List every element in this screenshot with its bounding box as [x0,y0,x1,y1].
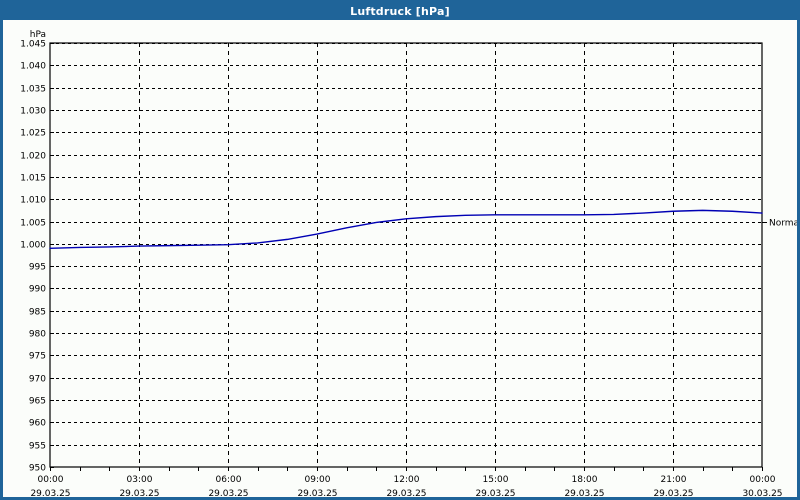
y-tick-label: 1.005 [20,219,46,229]
x-tick-date-label: 29.03.25 [653,489,693,497]
page-title: Luftdruck [hPa] [350,5,450,18]
y-tick-label: 1.030 [20,107,46,117]
chart-canvas: 1.045 1.040 1.035 1.030 1.025 1.020 1.015 1.010… [3,20,797,497]
plot-frame [49,42,763,468]
x-tick-time-label: 12:00 [394,475,420,485]
y-tick-label: 990 [29,285,46,295]
x-tick-date-label: 29.03.25 [119,489,159,497]
x-tick-time-label: 21:00 [661,475,687,485]
y-tick-label: 1.010 [20,196,46,206]
x-tick-date-label: 29.03.25 [564,489,604,497]
window-titlebar: Luftdruck [hPa] [3,3,797,20]
y-axis-unit-label: hPa [30,30,46,40]
y-tick-label: 970 [29,375,46,385]
y-tick-label: 985 [29,308,46,318]
x-tick-date-label: 29.03.25 [30,489,70,497]
x-tick-time-label: 03:00 [127,475,153,485]
y-tick-label: 955 [29,442,46,452]
y-tick-label: 1.035 [20,85,46,95]
pressure-line-chart: 1.045 1.040 1.035 1.030 1.025 1.020 1.015 1.010… [20,30,797,497]
y-tick-label: 1.015 [20,174,46,184]
x-axis-minor-ticks [50,467,763,471]
y-tick-label: 980 [29,330,46,340]
gridlines [50,43,762,468]
y-tick-label: 950 [29,464,46,474]
normal-label: Normal [769,219,797,229]
x-tick-date-label: 29.03.25 [297,489,337,497]
x-tick-time-label: 15:00 [483,475,509,485]
y-tick-label: 965 [29,397,46,407]
x-tick-time-label: 09:00 [305,475,331,485]
x-tick-date-label: 29.03.25 [208,489,248,497]
y-tick-label: 995 [29,263,46,273]
y-tick-label: 1.040 [20,62,46,72]
x-tick-date-label: 29.03.25 [475,489,515,497]
y-tick-label: 975 [29,352,46,362]
y-tick-label: 1.025 [20,129,46,139]
x-tick-time-label: 06:00 [216,475,242,485]
pressure-series-line [49,209,763,250]
x-tick-date-label: 29.03.25 [386,489,426,497]
x-tick-time-label: 00:00 [38,475,64,485]
x-axis-tick-labels: 00:00 29.03.25 03:00 29.03.25 06:00 29.03.25 0… [30,475,782,497]
y-axis-tick-labels: 1.045 1.040 1.035 1.030 1.025 1.020 1.015 1.010… [20,40,46,474]
x-tick-time-label: 00:00 [750,475,776,485]
x-tick-time-label: 18:00 [572,475,598,485]
y-tick-label: 960 [29,419,46,429]
y-tick-label: 1.000 [20,241,46,251]
y-tick-label: 1.020 [20,152,46,162]
y-tick-label: 1.045 [20,40,46,50]
x-tick-date-label: 30.03.25 [742,489,782,497]
